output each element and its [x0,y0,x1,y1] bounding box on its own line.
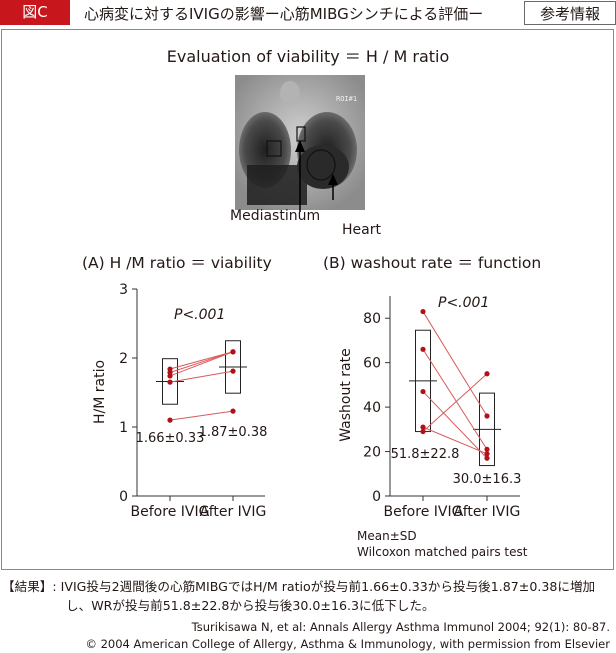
point-before-a [167,379,173,385]
pair-line-b [422,349,488,450]
citation-line-2: © 2004 American College of Allergy, Asth… [85,637,610,651]
result-text: 【結果】: IVIG投与2週間後の心筋MIBGではH/M ratioが投与前1.… [2,577,595,615]
point-after-a [230,368,236,374]
point-after-a [230,349,236,355]
x-tick-label-b: Before IVIG [384,504,463,520]
figure-title: 心病変に対するIVIGの影響ー心筋MIBGシンチによる評価ー [84,5,484,23]
point-after-b [484,371,490,377]
y-tick-label-b: 80 [363,311,381,327]
roi-label: ROI#1 [336,95,357,103]
x-tick-label-a: After IVIG [200,504,267,520]
stat-label-a: 1.66±0.33 [136,431,205,446]
y-tick-label-b: 40 [363,400,381,416]
y-tick-label-b: 20 [363,445,381,461]
result-line-1: 【結果】: IVIG投与2週間後の心筋MIBGではH/M ratioが投与前1.… [2,579,596,594]
y-tick-label-a: 2 [119,351,128,367]
pair-line-a [169,410,234,421]
pair-line-a [169,351,234,370]
point-after-b [484,451,490,457]
point-before-b [420,428,426,435]
stat-label-b: 30.0±16.3 [453,472,522,487]
point-after-a [230,408,236,414]
point-before-a [167,417,173,423]
x-tick-label-b: After IVIG [454,504,521,520]
result-line-2: し、WRが投与前51.8±22.8から投与後30.0±16.3に低下した。 [66,598,435,613]
citation-line-1: Tsurikisawa N, et al: Annals Allergy Ast… [191,620,610,634]
pair-line-a [169,351,234,377]
stat-label-a: 1.87±0.38 [199,425,268,440]
point-before-b [420,424,426,430]
point-after-b [484,446,490,452]
figure-panel [1,29,614,570]
reference-tag: 参考情報 [524,1,616,25]
mediastinum-label: Mediastinum [230,208,321,224]
chart-a-title: (A) H /M ratio ＝ viability [82,254,272,272]
y-tick-label-a: 3 [119,282,128,298]
y-axis-label-b: Washout rate [338,348,354,442]
figure-tag: 図C [0,0,70,25]
y-tick-label-b: 0 [372,489,381,505]
pair-line-b [422,426,488,455]
footnote-b: Mean±SD [357,529,417,543]
heart-label: Heart [342,222,381,238]
point-before-b [420,388,426,395]
pair-line-a [169,351,234,373]
point-before-b [420,346,426,352]
point-after-b [484,413,490,419]
pair-line-b [422,311,488,417]
p-value-b: P<.001 [438,295,489,311]
point-before-b [420,308,426,315]
y-tick-label-a: 1 [119,420,128,436]
top-title: Evaluation of viability ＝ H / M ratio [166,47,450,66]
y-tick-label-a: 0 [119,489,128,505]
pair-line-b [422,373,488,432]
pair-line-a [169,370,234,383]
point-before-a [167,373,173,379]
heart-arrowhead [328,174,338,185]
y-axis-label-a: H/M ratio [92,360,108,424]
stat-label-b: 51.8±22.8 [391,447,460,462]
citation: Tsurikisawa N, et al: Annals Allergy Ast… [85,619,610,653]
mediastinum-arrowhead [295,140,305,152]
footnote-b: Wilcoxon matched pairs test [357,545,528,559]
pair-line-b [422,391,488,459]
p-value-a: P<.001 [174,307,225,323]
chart-b-title: (B) washout rate ＝ function [323,254,542,272]
page-header: 図C 心病変に対するIVIGの影響ー心筋MIBGシンチによる評価ー 参考情報 [0,0,616,28]
mibg-scan-image: ROI#1 [235,75,365,210]
point-after-b [484,455,490,461]
x-tick-label-a: Before IVIG [131,504,210,520]
y-tick-label-b: 60 [363,356,381,372]
